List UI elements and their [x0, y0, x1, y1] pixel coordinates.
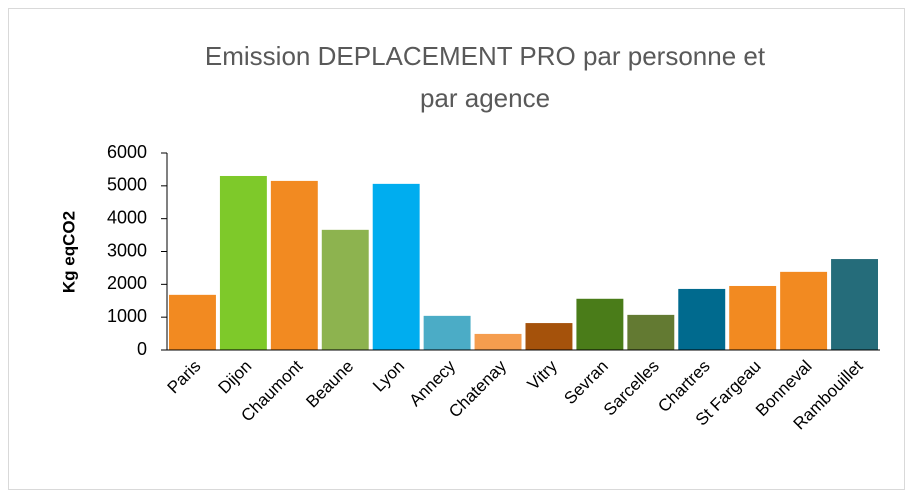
bar — [321, 229, 369, 350]
bar — [169, 294, 216, 350]
bar — [525, 323, 573, 350]
bar — [270, 180, 318, 350]
y-tick-label: 3000 — [107, 240, 147, 260]
bar — [831, 259, 878, 350]
y-tick-label: 6000 — [107, 142, 147, 162]
y-tick-label: 0 — [137, 339, 147, 359]
y-tick-label: 1000 — [107, 306, 147, 326]
bar — [627, 314, 675, 350]
y-tick-label: 4000 — [107, 207, 147, 227]
y-axis-label: Kg eqCO2 — [59, 211, 78, 293]
bar — [576, 298, 624, 350]
bar — [219, 175, 267, 350]
chart-title: Emission DEPLACEMENT PRO par personne et — [205, 41, 766, 71]
bar — [729, 285, 777, 350]
y-tick-label: 2000 — [107, 273, 147, 293]
bar — [372, 183, 420, 350]
bar — [474, 333, 522, 350]
bar — [678, 288, 726, 350]
chart-title: par agence — [420, 83, 550, 113]
y-tick-label: 5000 — [107, 175, 147, 195]
bar — [423, 315, 471, 350]
chart-border — [8, 8, 905, 490]
bar — [780, 271, 828, 350]
